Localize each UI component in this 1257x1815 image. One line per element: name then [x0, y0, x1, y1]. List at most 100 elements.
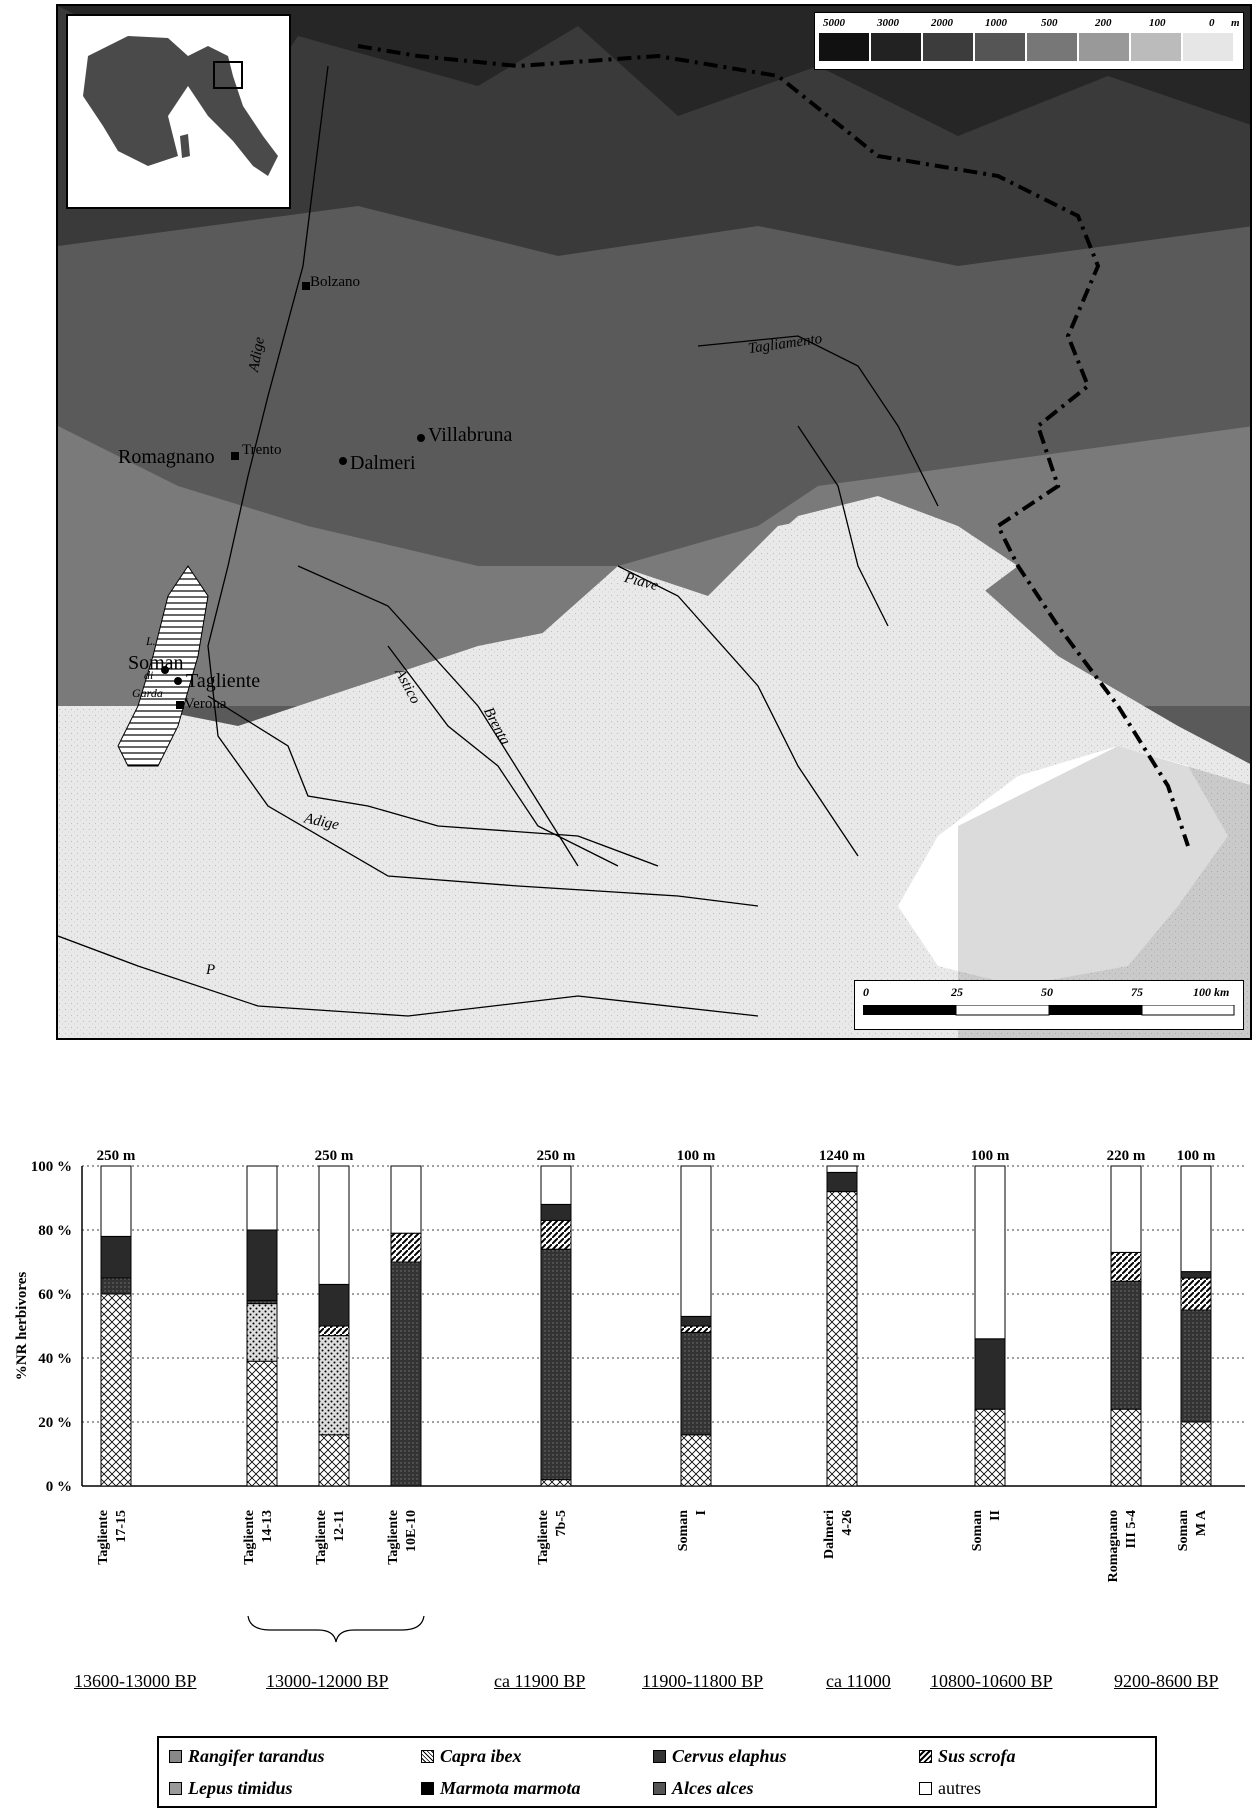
altitude-label: 220 m [1107, 1148, 1146, 1164]
elev-5000: 5000 [823, 17, 846, 29]
scale-0: 0 [863, 985, 869, 999]
elev-100: 100 [1149, 17, 1166, 29]
y-tick-label: 100 % [31, 1159, 72, 1175]
lake-label-1: L. [146, 634, 156, 648]
altitude-label: 1240 m [819, 1148, 866, 1164]
legend-label: Lepus timidus [188, 1778, 293, 1798]
y-tick-label: 80 % [38, 1223, 72, 1239]
stacked-bar-chart: 0 % 20 % 40 % 60 % 80 % 100 % %NR herbivores Ta… [14, 1148, 1245, 1643]
bar-segment-cervus-dark [540, 1203, 572, 1221]
bar-segment-cervus [390, 1261, 422, 1487]
label-dalmeri: Dalmeri [350, 452, 416, 474]
label-trento: Trento [242, 442, 282, 458]
legend-item-alces: Alces alces [653, 1778, 753, 1799]
inset-map [66, 14, 291, 209]
villabruna-marker [417, 434, 425, 442]
y-tick-label: 20 % [38, 1415, 72, 1431]
category-label: Soman M A [1176, 1509, 1209, 1551]
bar-segment-capra [318, 1434, 350, 1487]
lake-label-2: di [144, 668, 154, 682]
elev-500: 500 [1041, 17, 1058, 29]
category-label: Soman II [970, 1510, 1003, 1551]
bar-segment-autres [1110, 1165, 1142, 1253]
legend-item-lepus: Lepus timidus [169, 1778, 293, 1799]
bar-segment-capra [1180, 1421, 1212, 1487]
bar-segment-cervus [1110, 1280, 1142, 1410]
empty-box-icon [919, 1782, 932, 1795]
elev-unit: m [1231, 17, 1240, 29]
bar-segment-capra [246, 1360, 278, 1487]
period-3: ca 11900 BP [494, 1671, 586, 1691]
river-po: P [206, 962, 216, 978]
label-romagnano: Romagnano [118, 446, 215, 468]
tagliente-marker [174, 677, 182, 685]
bar-segment-sus [1110, 1251, 1142, 1282]
label-soman: Soman [128, 652, 184, 674]
period-7: 9200-8600 BP [1114, 1671, 1219, 1691]
bar-segment-cervus-dark [318, 1283, 350, 1327]
group-brace [247, 1615, 425, 1643]
elev-1000: 1000 [985, 17, 1008, 29]
altitude-label: 250 m [315, 1148, 354, 1164]
bar-segment-autres [540, 1165, 572, 1205]
bar-segment-sus [680, 1325, 712, 1333]
bar-segment-cervus-dark [246, 1229, 278, 1301]
bar-segment-autres [246, 1165, 278, 1231]
relief-map: 5000 3000 2000 1000 500 200 100 0 m 0 25… [56, 4, 1252, 1040]
legend-item-rangifer: Rangifer tarandus [169, 1746, 325, 1767]
species-legend: Rangifer tarandus Capra ibex Cervus elap… [157, 1736, 1157, 1808]
scale-75: 75 [1131, 985, 1143, 999]
legend-item-capra: Capra ibex [421, 1746, 522, 1767]
category-label: Tagliente 10E-10 [386, 1510, 419, 1565]
dark-grid-icon [653, 1782, 666, 1795]
inset-map-graphic [83, 36, 278, 176]
elevation-legend-graphic: 5000 3000 2000 1000 500 200 100 0 m [819, 17, 1240, 61]
category-label: Romagnano III 5-4 [1106, 1510, 1139, 1582]
period-4: 11900-11800 BP [642, 1671, 764, 1691]
crossed-box-icon [169, 1750, 182, 1763]
bar-segment-capra [1110, 1408, 1142, 1487]
category-label: Dalmeri 4-26 [822, 1510, 855, 1559]
period-5: ca 11000 [826, 1671, 891, 1691]
bold-diagonal-icon [919, 1750, 932, 1763]
legend-label: Sus scrofa [938, 1746, 1016, 1766]
bar-segment-capra [540, 1479, 572, 1487]
hatched-diagonal-icon [421, 1750, 434, 1763]
elev-3000: 3000 [876, 17, 900, 29]
y-tick-label: 60 % [38, 1287, 72, 1303]
bar-segment-autres [680, 1165, 712, 1317]
scale-25: 25 [951, 985, 963, 999]
bar-segment-autres [390, 1165, 422, 1234]
verona-marker [176, 701, 184, 709]
bar-segment-lepus [246, 1303, 278, 1362]
bar-segment-autres [826, 1165, 858, 1173]
category-label: Tagliente 12-11 [314, 1510, 347, 1565]
trento-marker [231, 452, 239, 460]
dalmeri-marker [339, 457, 347, 465]
scale-50: 50 [1041, 985, 1053, 999]
altitude-label: 100 m [971, 1148, 1010, 1164]
bar-segment-sus [540, 1219, 572, 1250]
legend-item-marmota: Marmota marmota [421, 1778, 581, 1799]
bar-segment-capra [100, 1293, 132, 1487]
bar-segment-capra [680, 1434, 712, 1487]
bar-segment-autres [318, 1165, 350, 1285]
grid-box-icon [169, 1782, 182, 1795]
legend-label: Cervus elaphus [672, 1746, 787, 1766]
y-tick-label: 40 % [38, 1351, 72, 1367]
dark-dotted-icon [653, 1750, 666, 1763]
category-label: Soman I [676, 1510, 709, 1551]
bar-segment-cervus [1180, 1309, 1212, 1423]
legend-label: Marmota marmota [440, 1778, 581, 1798]
bar-segment-sus [318, 1325, 350, 1337]
y-axis-label: %NR herbivores [14, 1272, 30, 1381]
bar-segment-cervus-dark [680, 1315, 712, 1327]
bar-segment-cervus [540, 1248, 572, 1481]
bar-segment-cervus-dark [1180, 1271, 1212, 1279]
legend-item-autres: autres [919, 1778, 981, 1799]
category-label: Tagliente 7b-5 [536, 1510, 569, 1565]
period-1: 13600-13000 BP [74, 1671, 197, 1691]
category-label: Tagliente 17-15 [96, 1510, 129, 1565]
period-6: 10800-10600 BP [930, 1671, 1053, 1691]
bar-segment-sus [1180, 1277, 1212, 1311]
